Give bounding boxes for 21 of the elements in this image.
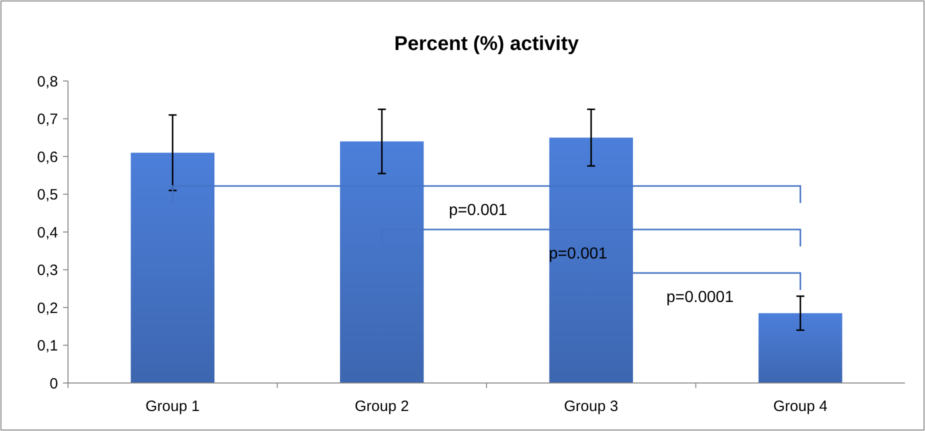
x-tick-label: Group 2 xyxy=(354,398,409,415)
annotation: p=0.0001 xyxy=(666,289,734,306)
x-tick-label: Group 3 xyxy=(564,398,618,415)
y-tick-label: 0 xyxy=(50,375,58,392)
bar xyxy=(549,138,633,383)
bar xyxy=(130,152,214,383)
bar xyxy=(758,313,842,383)
x-tick-label: Group 1 xyxy=(146,398,200,415)
y-tick-label: 0,8 xyxy=(37,73,58,90)
y-tick-label: 0,1 xyxy=(37,338,58,354)
x-tick-label: Group 4 xyxy=(773,398,828,415)
y-tick-label: 0,3 xyxy=(37,262,58,279)
y-tick-label: 0,7 xyxy=(37,111,58,128)
annotation: p=0.001 xyxy=(448,202,508,219)
y-tick-label: 0,4 xyxy=(37,224,58,242)
y-tick-label: 0,6 xyxy=(37,148,58,166)
y-tick-label: 0,5 xyxy=(37,186,58,204)
bar xyxy=(340,141,424,383)
y-tick-label: 0,2 xyxy=(37,300,58,317)
annotation: p=0.001 xyxy=(548,246,608,262)
chart-title: Percent (%) activity xyxy=(394,33,580,55)
